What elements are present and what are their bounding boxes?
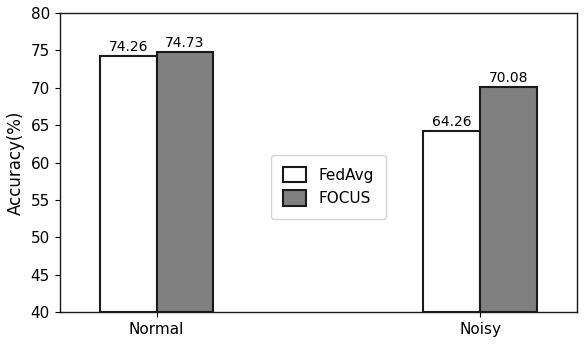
Legend: FedAvg, FOCUS: FedAvg, FOCUS — [271, 154, 386, 219]
Text: 74.26: 74.26 — [109, 40, 148, 54]
Bar — [100, 56, 157, 312]
Bar — [480, 87, 537, 312]
Bar — [157, 52, 213, 312]
Text: 70.08: 70.08 — [489, 71, 528, 85]
Y-axis label: Accuracy(%): Accuracy(%) — [7, 110, 25, 215]
Bar — [423, 131, 480, 312]
Text: 64.26: 64.26 — [432, 115, 471, 129]
Text: 74.73: 74.73 — [165, 36, 204, 50]
